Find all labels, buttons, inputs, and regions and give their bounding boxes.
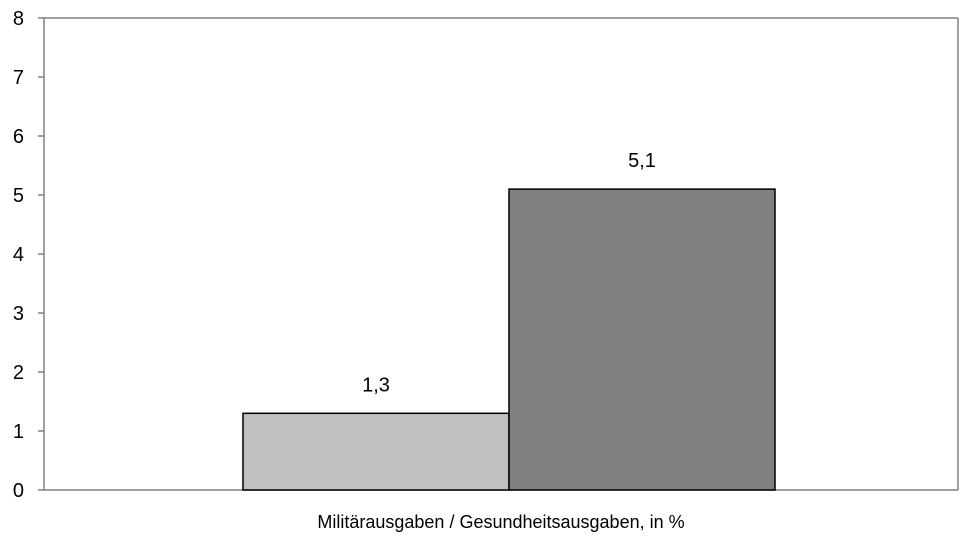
y-tick-label: 6 (13, 126, 24, 148)
y-tick-label: 3 (13, 303, 24, 325)
y-axis-ticks: 0 1 2 3 4 5 6 7 8 (13, 8, 44, 502)
y-tick-label: 5 (13, 185, 24, 207)
bar (508, 188, 776, 491)
data-label: 1,3 (362, 374, 390, 396)
data-labels: 1,3 5,1 (362, 150, 656, 396)
y-tick-label: 4 (13, 244, 24, 266)
bars (242, 188, 776, 491)
y-tick-label: 2 (13, 362, 24, 384)
y-tick-label: 7 (13, 67, 24, 89)
y-tick-label: 8 (13, 8, 24, 30)
data-label: 5,1 (628, 150, 656, 172)
bar (242, 412, 510, 491)
y-tick-label: 1 (13, 421, 24, 443)
y-tick-label: 0 (13, 480, 24, 502)
category-label: Militärausgaben / Gesundheitsausgaben, i… (317, 512, 684, 532)
